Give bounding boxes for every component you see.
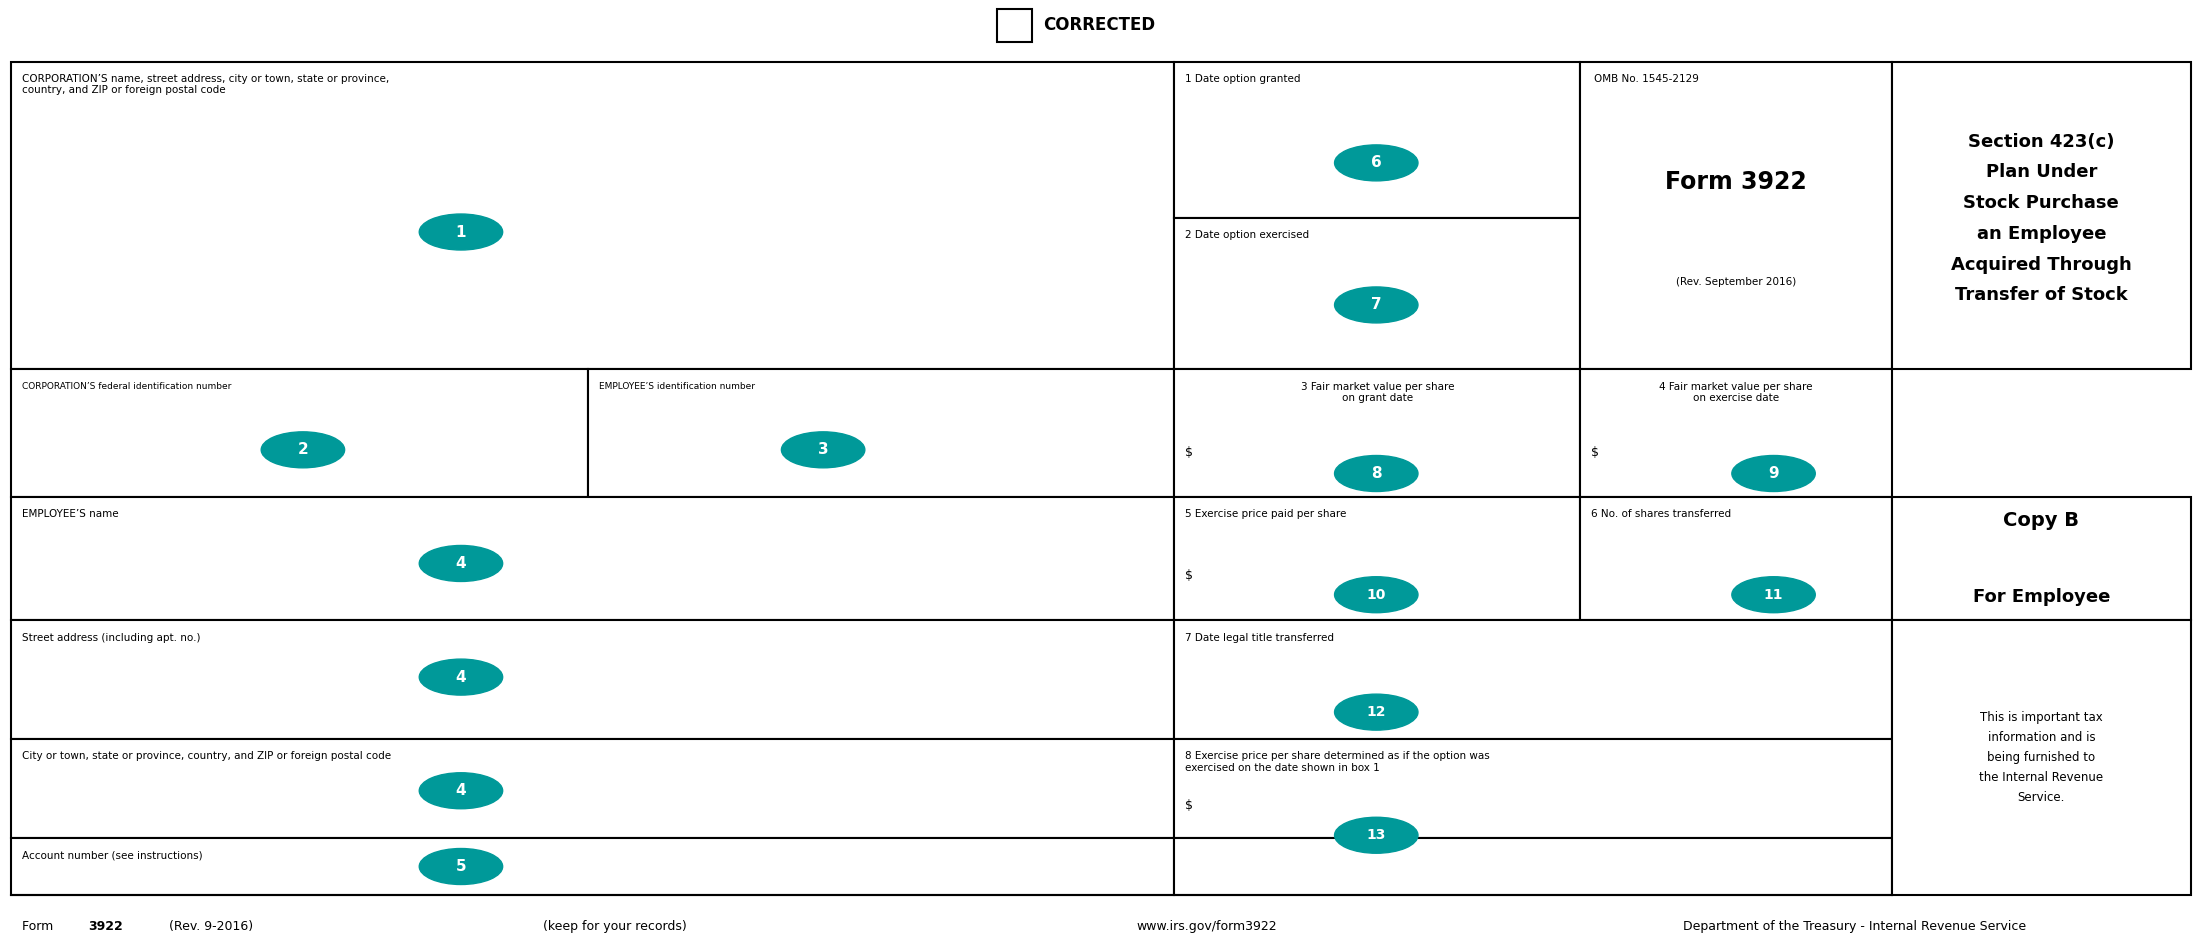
Text: 8: 8 (1372, 466, 1381, 481)
Text: 3: 3 (819, 442, 828, 457)
Bar (1174, 369, 1580, 497)
Text: 13: 13 (1367, 829, 1385, 842)
Text: 1: 1 (457, 224, 465, 240)
Text: 5: 5 (457, 859, 465, 874)
Bar (11, 62, 1174, 369)
Text: $: $ (1185, 798, 1194, 812)
Text: Transfer of Stock: Transfer of Stock (1956, 286, 2127, 305)
Text: 4: 4 (457, 556, 465, 571)
Text: $: $ (1591, 446, 1600, 459)
Text: CORPORATION’S federal identification number: CORPORATION’S federal identification num… (22, 382, 230, 391)
Bar (1174, 218, 1580, 369)
Text: (Rev. 9-2016): (Rev. 9-2016) (165, 920, 252, 933)
Bar (1174, 497, 1580, 620)
Bar (1174, 62, 1580, 218)
Text: 5 Exercise price paid per share: 5 Exercise price paid per share (1185, 509, 1348, 520)
Bar (997, 9, 1032, 42)
Bar (11, 620, 1174, 739)
Text: 2 Date option exercised: 2 Date option exercised (1185, 230, 1310, 241)
Circle shape (419, 849, 503, 884)
Bar (1174, 620, 1892, 739)
Bar (11, 497, 1174, 620)
Bar (1580, 62, 1892, 369)
Text: CORPORATION’S name, street address, city or town, state or province,
country, an: CORPORATION’S name, street address, city… (22, 74, 389, 96)
Text: 7: 7 (1372, 297, 1381, 313)
Text: 4: 4 (457, 670, 465, 685)
Bar (1580, 369, 1892, 497)
Text: 6 No. of shares transferred: 6 No. of shares transferred (1591, 509, 1732, 520)
Bar (1580, 497, 1892, 620)
Bar (1174, 838, 1892, 895)
Text: 6: 6 (1372, 155, 1381, 170)
Text: 11: 11 (1765, 588, 1782, 601)
Text: OMB No. 1545-2129: OMB No. 1545-2129 (1594, 74, 1699, 84)
Text: Account number (see instructions): Account number (see instructions) (22, 850, 202, 861)
Text: City or town, state or province, country, and ZIP or foreign postal code: City or town, state or province, country… (22, 751, 391, 761)
Circle shape (1335, 145, 1418, 181)
Circle shape (1335, 456, 1418, 491)
Bar (11, 369, 588, 497)
Text: Form 3922: Form 3922 (1666, 170, 1806, 194)
Bar (588, 369, 1174, 497)
Circle shape (1335, 694, 1418, 730)
Circle shape (419, 214, 503, 250)
Text: CORRECTED: CORRECTED (1043, 16, 1155, 34)
Circle shape (1335, 577, 1418, 613)
Text: Plan Under: Plan Under (1986, 163, 2096, 182)
Text: 10: 10 (1367, 588, 1385, 601)
Text: 3 Fair market value per share
on grant date: 3 Fair market value per share on grant d… (1302, 382, 1453, 403)
Circle shape (261, 432, 345, 468)
Text: $: $ (1185, 569, 1194, 582)
Bar (11, 739, 1174, 838)
Circle shape (419, 773, 503, 809)
Text: 7 Date legal title transferred: 7 Date legal title transferred (1185, 633, 1335, 643)
Text: EMPLOYEE’S identification number: EMPLOYEE’S identification number (599, 382, 755, 391)
Circle shape (419, 659, 503, 695)
Bar (1892, 62, 2191, 369)
Text: 1 Date option granted: 1 Date option granted (1185, 74, 1302, 84)
Bar (11, 838, 1174, 895)
Circle shape (419, 545, 503, 581)
Circle shape (781, 432, 865, 468)
Text: (keep for your records): (keep for your records) (542, 920, 687, 933)
Text: This is important tax
information and is
being furnished to
the Internal Revenue: This is important tax information and is… (1980, 711, 2103, 804)
Circle shape (1732, 577, 1815, 613)
Text: 4 Fair market value per share
on exercise date: 4 Fair market value per share on exercis… (1659, 382, 1813, 403)
Text: 4: 4 (457, 783, 465, 798)
Text: (Rev. September 2016): (Rev. September 2016) (1677, 277, 1796, 287)
Text: 3922: 3922 (88, 920, 123, 933)
Text: 2: 2 (299, 442, 307, 457)
Text: 9: 9 (1769, 466, 1778, 481)
Text: 12: 12 (1367, 706, 1385, 719)
Text: Form: Form (22, 920, 57, 933)
Bar (1892, 497, 2191, 620)
Bar (1892, 620, 2191, 895)
Text: an Employee: an Employee (1978, 224, 2105, 243)
Text: Stock Purchase: Stock Purchase (1965, 194, 2118, 212)
Circle shape (1335, 287, 1418, 323)
Text: Section 423(c): Section 423(c) (1969, 133, 2114, 151)
Circle shape (1732, 456, 1815, 491)
Circle shape (1335, 817, 1418, 853)
Text: Acquired Through: Acquired Through (1951, 256, 2131, 274)
Text: EMPLOYEE’S name: EMPLOYEE’S name (22, 509, 119, 520)
Bar (1174, 739, 1892, 838)
Text: 8 Exercise price per share determined as if the option was
exercised on the date: 8 Exercise price per share determined as… (1185, 751, 1490, 773)
Text: $: $ (1185, 446, 1194, 459)
Text: Street address (including apt. no.): Street address (including apt. no.) (22, 633, 200, 643)
Text: Copy B: Copy B (2004, 511, 2079, 530)
Text: www.irs.gov/form3922: www.irs.gov/form3922 (1137, 920, 1277, 933)
Text: For Employee: For Employee (1973, 587, 2109, 606)
Text: Department of the Treasury - Internal Revenue Service: Department of the Treasury - Internal Re… (1684, 920, 2026, 933)
